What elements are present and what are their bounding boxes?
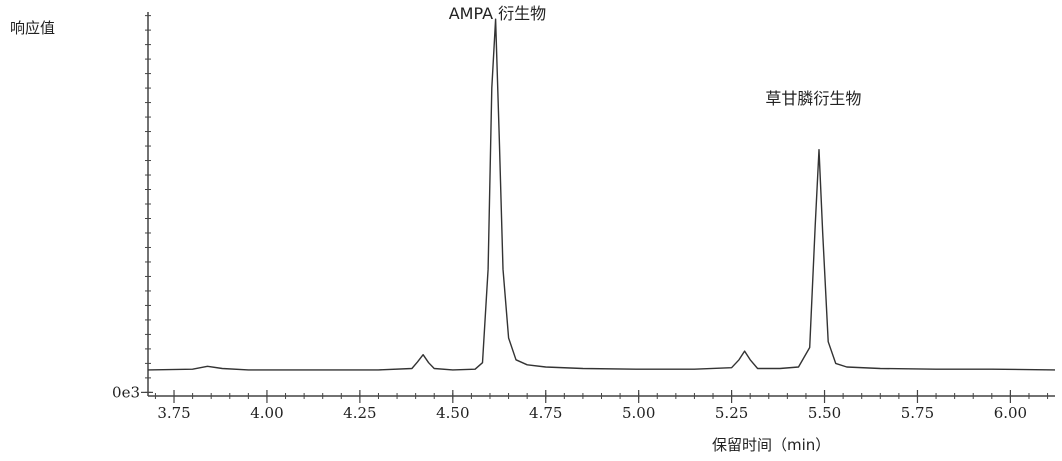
x-tick-label: 6.00 [994, 404, 1027, 422]
x-tick-label: 4.00 [250, 404, 283, 422]
x-tick-label: 5.00 [622, 404, 655, 422]
x-axis-title: 保留时间（min） [712, 436, 830, 454]
chromatogram-line [147, 18, 1056, 371]
axes [141, 12, 1055, 403]
y-tick-label: 0e3 [112, 383, 140, 401]
x-tick-label: 4.25 [343, 404, 376, 422]
x-tick-label: 4.50 [436, 404, 469, 422]
peak-label: AMPA 衍生物 [449, 4, 546, 23]
x-tick-label: 3.75 [157, 404, 190, 422]
tick-labels: 3.75 4.00 4.25 4.50 4.75 5.00 5.25 5.50 5.75 6.00… [112, 383, 1027, 422]
x-tick-label: 5.50 [808, 404, 841, 422]
x-tick-label: 4.75 [529, 404, 562, 422]
x-tick-label: 5.25 [715, 404, 748, 422]
plot-area [147, 18, 1056, 371]
peak-label: 草甘膦衍生物 [765, 89, 861, 108]
y-axis-title: 响应值 [10, 19, 55, 37]
x-tick-label: 5.75 [901, 404, 934, 422]
